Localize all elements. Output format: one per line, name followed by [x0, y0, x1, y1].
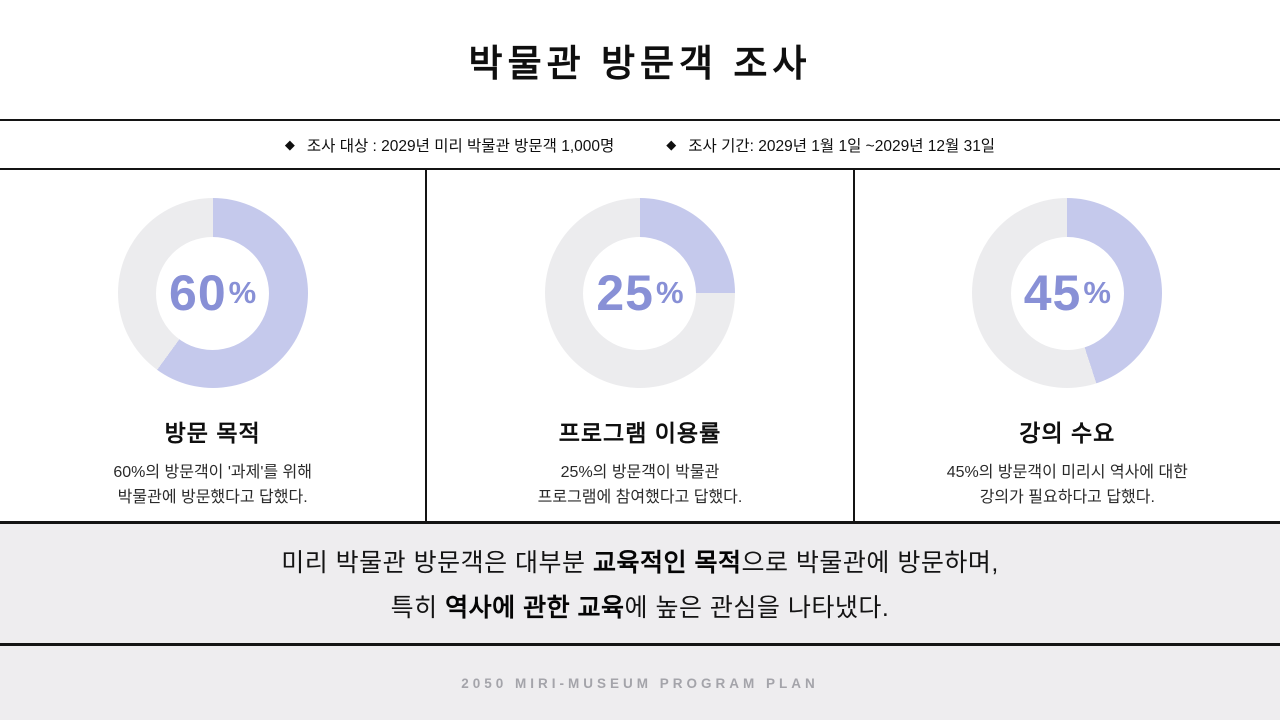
survey-period-label: 조사 기간: 2029년 1월 1일 ~2029년 12월 31일 — [688, 137, 996, 155]
summary-line-1: 미리 박물관 방문객은 대부분 교육적인 목적으로 박물관에 방문하며, — [281, 543, 999, 579]
donut-chart-lecture-demand: 45% — [972, 198, 1163, 388]
donut-center: 25% — [583, 236, 697, 350]
percent-sign: % — [1083, 275, 1111, 310]
summary-line-2-bold: 역사에 관한 교육 — [445, 594, 625, 622]
survey-target-label: 조사 대상 : 2029년 미리 박물관 방문객 1,000명 — [306, 137, 615, 155]
desc-line-2: 강의가 필요하다고 답했다. — [979, 488, 1155, 506]
diamond-bullet-icon: ◆ — [284, 137, 295, 152]
stat-card-lecture-demand: 45% 강의 수요 45%의 방문객이 미리시 역사에 대한 강의가 필요하다고… — [852, 170, 1280, 521]
percent-sign: % — [656, 275, 684, 310]
stat-card-title: 방문 목적 — [164, 420, 261, 446]
desc-line-1: 25%의 방문객이 박물관 — [560, 464, 720, 481]
stat-card-title: 프로그램 이용률 — [558, 420, 722, 446]
summary-line-1-pre: 미리 박물관 방문객은 대부분 — [281, 549, 593, 577]
survey-target: ◆ 조사 대상 : 2029년 미리 박물관 방문객 1,000명 — [285, 134, 614, 156]
survey-period: ◆ 조사 기간: 2029년 1월 1일 ~2029년 12월 31일 — [666, 134, 995, 156]
summary-line-1-bold: 교육적인 목적 — [593, 549, 742, 577]
summary-line-2-pre: 특히 — [390, 594, 446, 622]
footer-text: 2050 MIRI-MUSEUM PROGRAM PLAN — [461, 675, 819, 691]
donut-chart-visit-purpose: 60% — [117, 198, 308, 388]
summary-line-2-post: 에 높은 관심을 나타냈다. — [624, 594, 890, 622]
stat-card-title: 강의 수요 — [1019, 420, 1116, 446]
stat-card-visit-purpose: 60% 방문 목적 60%의 방문객이 '과제'를 위해 박물관에 방문했다고 … — [0, 170, 425, 521]
desc-line-2: 박물관에 방문했다고 답했다. — [117, 488, 308, 506]
survey-meta-row: ◆ 조사 대상 : 2029년 미리 박물관 방문객 1,000명 ◆ 조사 기… — [0, 121, 1280, 170]
percent-value: 45 — [1023, 265, 1082, 321]
desc-line-1: 45%의 방문객이 미리시 역사에 대한 — [946, 464, 1188, 481]
page-title: 박물관 방문객 조사 — [468, 42, 812, 84]
donut-center: 45% — [1010, 236, 1124, 350]
stat-card-description: 60%의 방문객이 '과제'를 위해 박물관에 방문했다고 답했다. — [113, 461, 312, 511]
donut-center: 60% — [156, 236, 270, 350]
percent-value: 25 — [596, 265, 654, 321]
title-bar: 박물관 방문객 조사 — [0, 0, 1280, 121]
desc-line-2: 프로그램에 참여했다고 답했다. — [537, 488, 743, 506]
desc-line-1: 60%의 방문객이 '과제'를 위해 — [113, 464, 312, 481]
stat-card-program-usage: 25% 프로그램 이용률 25%의 방문객이 박물관 프로그램에 참여했다고 답… — [425, 170, 852, 521]
stat-card-description: 45%의 방문객이 미리시 역사에 대한 강의가 필요하다고 답했다. — [947, 461, 1188, 511]
percent-value: 60 — [169, 265, 227, 321]
slide-footer: 2050 MIRI-MUSEUM PROGRAM PLAN — [0, 646, 1280, 720]
summary-band: 미리 박물관 방문객은 대부분 교육적인 목적으로 박물관에 방문하며, 특히 … — [0, 521, 1280, 646]
diamond-bullet-icon: ◆ — [666, 137, 677, 152]
stats-row: 60% 방문 목적 60%의 방문객이 '과제'를 위해 박물관에 방문했다고 … — [0, 170, 1280, 521]
donut-chart-program-usage: 25% — [544, 198, 735, 388]
stat-card-description: 25%의 방문객이 박물관 프로그램에 참여했다고 답했다. — [538, 461, 743, 511]
percent-sign: % — [228, 275, 257, 310]
summary-line-2: 특히 역사에 관한 교육에 높은 관심을 나타냈다. — [391, 588, 890, 624]
summary-line-1-post: 으로 박물관에 방문하며, — [741, 549, 999, 577]
